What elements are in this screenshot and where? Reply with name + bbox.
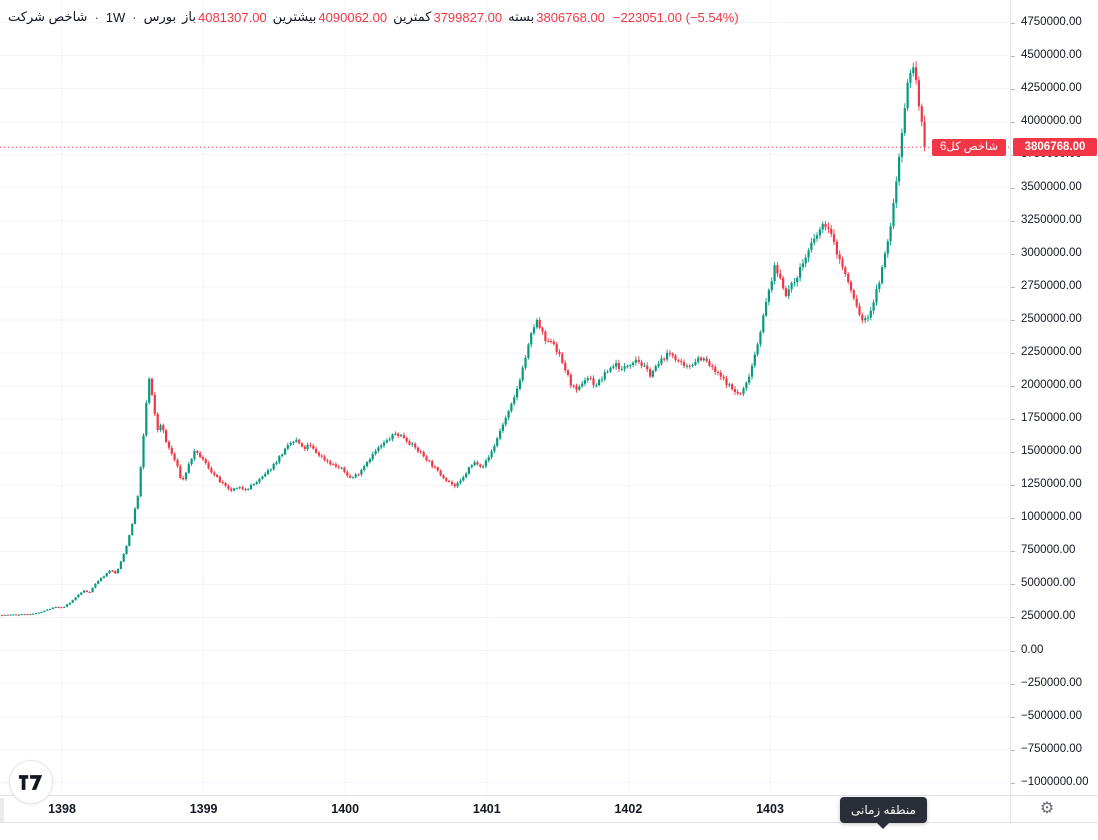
timezone-tooltip: منطقه زمانی — [840, 797, 927, 829]
price-tick-label: 2250000.00 — [1021, 346, 1082, 359]
price-tick-label: 2750000.00 — [1021, 279, 1082, 292]
chart-pane[interactable] — [0, 0, 1010, 795]
close-label: بسته — [508, 9, 535, 24]
last-price-badge: 3806768.00 — [1013, 138, 1097, 157]
price-tick-label: 3250000.00 — [1021, 213, 1082, 226]
high-value: 4090062.00 — [318, 9, 388, 25]
price-tick-label: 2000000.00 — [1021, 379, 1082, 392]
tradingview-logo[interactable] — [9, 760, 53, 804]
price-tick-mark — [1011, 717, 1015, 718]
gear-icon[interactable]: ⚙ — [1039, 800, 1055, 817]
price-tick-mark — [1011, 56, 1015, 57]
ohlc-close: بسته 3806768.00 — [508, 9, 605, 25]
time-tick-label: 1403 — [756, 802, 784, 816]
low-value: 3799827.00 — [433, 9, 503, 25]
symbol-name[interactable]: شاخص شرکت — [8, 9, 88, 24]
price-tick-mark — [1011, 485, 1015, 486]
price-tick-label: 4500000.00 — [1021, 48, 1082, 61]
candle-wicks — [1, 61, 926, 616]
price-tick-mark — [1011, 584, 1015, 585]
exchange-label: بورس — [143, 9, 177, 24]
price-tick-mark — [1011, 221, 1015, 222]
timeframe-label[interactable]: 1W — [105, 9, 126, 25]
ohlc-low: کمترین 3799827.00 — [393, 9, 502, 25]
time-tick-label: 1402 — [614, 802, 643, 816]
price-tick-mark — [1011, 419, 1015, 420]
price-tick-mark — [1011, 353, 1015, 354]
price-tick-mark — [1011, 122, 1015, 123]
price-tick-label: 1250000.00 — [1021, 478, 1082, 491]
price-tick-mark — [1011, 750, 1015, 751]
candlestick-plot — [0, 0, 1010, 795]
ohlc-open: باز 4081307.00 — [182, 9, 267, 25]
price-tick-label: 250000.00 — [1021, 610, 1076, 623]
price-tick-mark — [1011, 452, 1015, 453]
price-tick-mark — [1011, 518, 1015, 519]
price-tick-mark — [1011, 783, 1015, 784]
price-tick-label: −500000.00 — [1021, 709, 1083, 722]
close-value: 3806768.00 — [536, 9, 605, 25]
price-tick-mark — [1011, 320, 1015, 321]
price-tick-label: 3500000.00 — [1021, 180, 1082, 193]
tooltip-arrow — [876, 822, 890, 829]
separator: · — [132, 9, 137, 25]
ohlc-high: بیشترین 4090062.00 — [273, 9, 387, 25]
price-tick-label: 4250000.00 — [1021, 81, 1082, 94]
candle-bodies — [0, 67, 926, 617]
price-tick-mark — [1011, 254, 1015, 255]
series-price-label: شاخص کل6 — [932, 138, 1007, 156]
price-tick-mark — [1011, 188, 1015, 189]
time-tick-label: 1398 — [48, 802, 76, 816]
price-tick-mark — [1011, 684, 1015, 685]
price-tick-mark — [1011, 386, 1015, 387]
bottom-toolbar — [0, 822, 1098, 840]
change-value: −223051.00 (−5.54%) — [612, 9, 739, 25]
time-axis-left-sliver — [0, 798, 4, 824]
open-value: 4081307.00 — [197, 9, 267, 25]
price-tick-label: 4000000.00 — [1021, 114, 1082, 127]
price-tick-label: 4750000.00 — [1021, 15, 1082, 28]
time-tick-label: 1400 — [331, 802, 360, 816]
price-tick-label: 0.00 — [1021, 643, 1044, 656]
price-tick-label: 3000000.00 — [1021, 246, 1082, 259]
price-tick-label: 1500000.00 — [1021, 445, 1082, 458]
open-label: باز — [182, 9, 196, 24]
price-tick-mark — [1011, 617, 1015, 618]
price-tick-label: −750000.00 — [1021, 742, 1083, 755]
axis-corner — [1010, 795, 1098, 822]
price-tick-label: 2500000.00 — [1021, 313, 1082, 325]
high-label: بیشترین — [272, 9, 317, 24]
grid — [0, 0, 1010, 795]
price-tick-label: −1000000.00 — [1021, 775, 1089, 788]
price-tick-label: 1000000.00 — [1021, 511, 1082, 524]
price-tick-mark — [1011, 23, 1015, 24]
time-tick-label: 1401 — [472, 802, 501, 816]
separator: · — [94, 9, 99, 25]
time-tick-label: 1399 — [189, 802, 218, 816]
symbol-legend: شاخص شرکت · 1W · بورس باز 4081307.00 بیش… — [8, 8, 739, 26]
price-tick-label: 750000.00 — [1021, 544, 1076, 557]
timezone-tooltip-text: منطقه زمانی — [851, 803, 916, 817]
price-tick-label: 1750000.00 — [1021, 412, 1082, 425]
price-axis[interactable]: 3806768.00 4750000.00 4500000.00 4250000.0… — [1010, 0, 1098, 795]
price-tick-mark — [1011, 89, 1015, 90]
price-tick-label: 500000.00 — [1021, 577, 1076, 590]
low-label: کمترین — [393, 9, 432, 24]
tradingview-logo-glyph — [18, 774, 43, 790]
price-tick-label: −250000.00 — [1021, 676, 1083, 689]
price-tick-mark — [1011, 551, 1015, 552]
price-tick-mark — [1011, 287, 1015, 288]
price-tick-mark — [1011, 651, 1015, 652]
